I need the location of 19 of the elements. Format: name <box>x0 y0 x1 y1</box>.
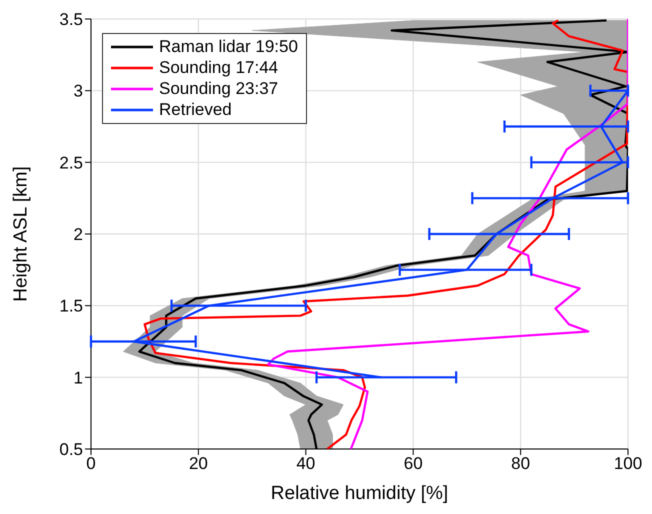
y-tick-label: 1.5 <box>59 296 83 316</box>
y-tick-label: 1 <box>74 368 83 388</box>
y-tick-label: 2 <box>74 225 83 244</box>
x-tick-label: 0 <box>86 454 96 474</box>
y-tick-label: 0.5 <box>59 440 83 460</box>
x-tick-label: 60 <box>404 454 423 474</box>
x-tick-label: 40 <box>296 454 316 474</box>
x-tick-label: 20 <box>188 454 208 474</box>
legend-label: Raman lidar 19:50 <box>159 36 298 57</box>
legend-label: Retrieved <box>159 99 232 120</box>
x-tick-label: 100 <box>614 454 642 474</box>
y-tick-label: 3.5 <box>59 10 83 30</box>
y-tick-label: 3 <box>74 82 83 101</box>
x-tick-label: 80 <box>511 454 530 474</box>
y-tick-label: 2.5 <box>59 153 83 172</box>
x-axis-title: Relative humidity [%] <box>270 483 448 504</box>
legend-label: Sounding 17:44 <box>159 57 278 78</box>
legend-label: Sounding 23:37 <box>159 78 278 99</box>
y-axis-title: Height ASL [km] <box>10 166 32 302</box>
